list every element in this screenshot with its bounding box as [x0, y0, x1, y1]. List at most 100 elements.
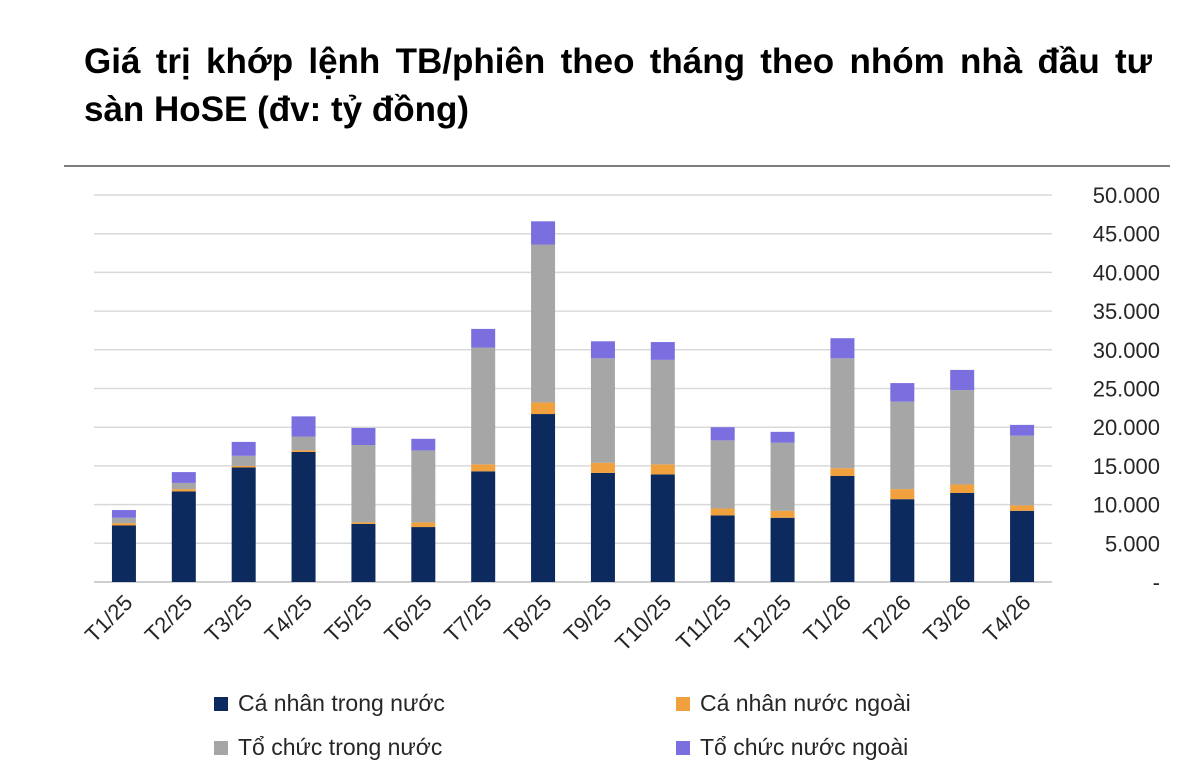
bar-segment: [830, 358, 855, 469]
bar-segment: [830, 468, 855, 476]
y-tick-label: 5.000: [1105, 531, 1160, 556]
bar-segment: [710, 440, 735, 509]
x-tick-label: T6/25: [379, 590, 436, 647]
bar-segment: [650, 359, 675, 465]
y-tick-label: 15.000: [1093, 454, 1160, 479]
bar-segment: [770, 510, 795, 518]
bar-segment: [351, 522, 376, 524]
y-tick-label: 50.000: [1093, 183, 1160, 208]
legend-item: Tổ chức trong nước: [214, 734, 442, 761]
bar-segment: [1010, 505, 1035, 511]
bar-segment: [171, 491, 196, 582]
legend-label: Tổ chức nước ngoài: [700, 734, 909, 760]
x-tick-label: T2/25: [140, 590, 197, 647]
x-tick-label: T3/25: [200, 590, 257, 647]
y-tick-label: 30.000: [1093, 338, 1160, 363]
bar-segment: [650, 464, 675, 475]
y-tick-label: 10.000: [1093, 493, 1160, 518]
bar-segment: [650, 342, 675, 360]
legend-label: Cá nhân trong nước: [238, 690, 445, 716]
bar-segment: [590, 462, 615, 473]
bar-segment: [351, 427, 376, 446]
bar-segment: [531, 244, 556, 403]
bar-segment: [950, 492, 975, 582]
bar-segment: [650, 474, 675, 582]
legend-swatch: [214, 740, 228, 755]
x-tick-label: T9/25: [559, 590, 616, 647]
bar-segment: [471, 328, 496, 348]
x-tick-label: T5/25: [320, 590, 377, 647]
title-divider: [64, 165, 1170, 167]
legend-swatch: [676, 740, 690, 755]
bar-segment: [590, 472, 615, 582]
bar-segment: [111, 523, 136, 526]
bar-segment: [231, 465, 256, 468]
bar-segment: [171, 482, 196, 490]
bar-segment: [590, 341, 615, 359]
legend-item: Cá nhân trong nước: [214, 690, 445, 717]
legend-swatch: [676, 696, 690, 711]
bar-segment: [231, 455, 256, 466]
bar-segment: [890, 499, 915, 582]
bar-segment: [770, 442, 795, 511]
y-tick-label: 20.000: [1093, 415, 1160, 440]
bar-segment: [291, 451, 316, 582]
bar-segment: [531, 402, 556, 415]
bar-segment: [291, 416, 316, 437]
bar-segment: [531, 414, 556, 582]
legend-label: Cá nhân nước ngoài: [700, 690, 911, 716]
x-tick-label: T11/25: [671, 590, 736, 655]
bar-segment: [950, 484, 975, 493]
bar-segment: [231, 467, 256, 582]
bar-segment: [590, 358, 615, 463]
chart-title: Giá trị khớp lệnh TB/phiên theo tháng th…: [84, 42, 1152, 129]
bar-segment: [950, 390, 975, 485]
bar-segment: [231, 441, 256, 456]
bar-segment: [770, 517, 795, 582]
x-tick-label: T10/25: [610, 590, 676, 656]
bar-segment: [111, 510, 136, 518]
bar-segment: [1010, 435, 1035, 506]
bar-segment: [890, 489, 915, 500]
bar-segment: [710, 515, 735, 582]
x-tick-label: T4/25: [260, 590, 317, 647]
x-tick-label: T3/26: [918, 590, 975, 647]
bar-segment: [830, 338, 855, 359]
legend-swatch: [214, 696, 228, 711]
bar-segment: [950, 369, 975, 391]
bar-segment: [351, 523, 376, 582]
bar-segment: [1010, 510, 1035, 582]
bar-segment: [1010, 424, 1035, 436]
bar-segment: [351, 445, 376, 523]
legend-item: Tổ chức nước ngoài: [676, 734, 908, 761]
bar-segment: [111, 525, 136, 582]
bar-segment: [171, 489, 196, 492]
y-tick-label: 25.000: [1093, 377, 1160, 402]
y-tick-label: -: [1153, 570, 1160, 595]
y-tick-label: 45.000: [1093, 222, 1160, 247]
bar-segment: [710, 508, 735, 516]
bar-segment: [471, 464, 496, 472]
x-tick-label: T2/26: [858, 590, 915, 647]
bar-segment: [471, 471, 496, 582]
bar-segment: [171, 472, 196, 483]
bar-segment: [411, 522, 436, 528]
y-tick-label: 40.000: [1093, 260, 1160, 285]
bar-segment: [291, 436, 316, 451]
bar-segment: [770, 431, 795, 443]
x-tick-label: T7/25: [439, 590, 496, 647]
bar-segment: [471, 347, 496, 465]
x-tick-label: T8/25: [499, 590, 556, 647]
x-tick-label: T1/25: [80, 590, 137, 647]
legend-item: Cá nhân nước ngoài: [676, 690, 911, 717]
bar-segment: [411, 450, 436, 523]
x-tick-label: T4/26: [978, 590, 1035, 647]
bar-segment: [890, 383, 915, 402]
bar-segment: [111, 517, 136, 524]
bar-segment: [830, 475, 855, 582]
bar-segment: [291, 450, 316, 452]
y-tick-label: 35.000: [1093, 299, 1160, 324]
legend-label: Tổ chức trong nước: [238, 734, 443, 760]
bar-segment: [710, 427, 735, 441]
